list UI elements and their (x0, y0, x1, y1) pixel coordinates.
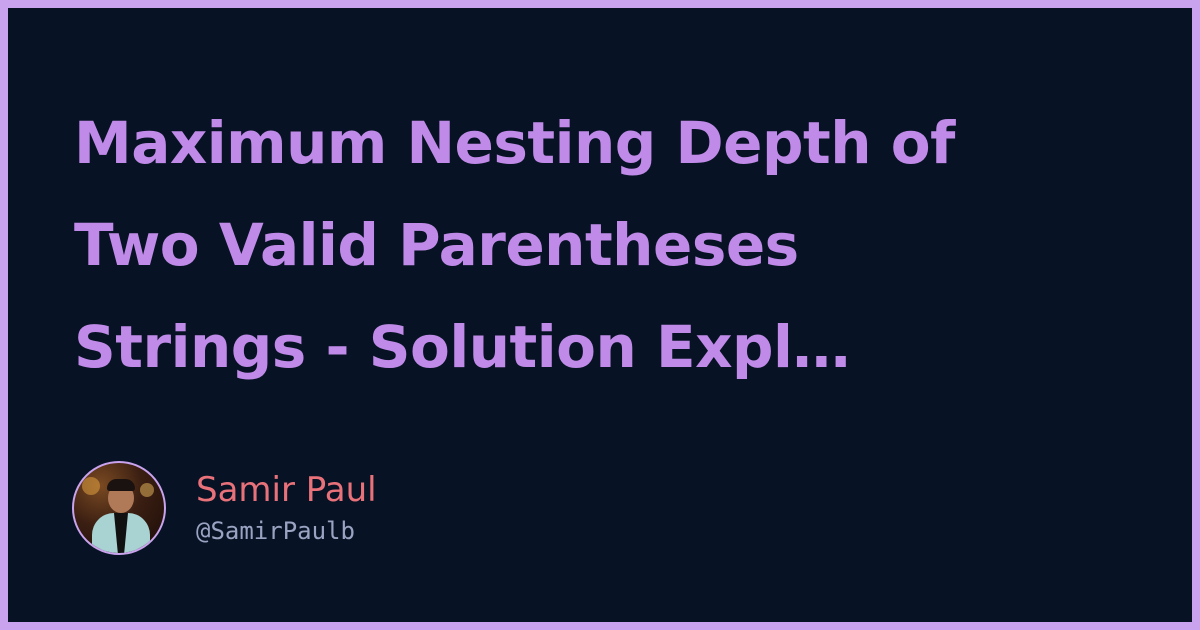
avatar (72, 461, 166, 555)
article-title: Maximum Nesting Depth of Two Valid Paren… (74, 86, 1154, 404)
title-line-2: Two Valid Parentheses (74, 211, 799, 279)
title-line-1: Maximum Nesting Depth of (74, 109, 955, 177)
author-block: Samir Paul @SamirPaulb (72, 458, 377, 558)
avatar-shirt (114, 513, 128, 553)
author-info: Samir Paul @SamirPaulb (196, 468, 377, 548)
avatar-hair (107, 479, 135, 491)
title-line-3: Strings - Solution Expl… (74, 313, 850, 381)
social-card: Maximum Nesting Depth of Two Valid Paren… (8, 8, 1192, 622)
avatar-light-1 (82, 477, 100, 495)
author-handle: @SamirPaulb (196, 517, 355, 545)
avatar-light-2 (140, 483, 154, 497)
author-name: Samir Paul (196, 470, 377, 510)
